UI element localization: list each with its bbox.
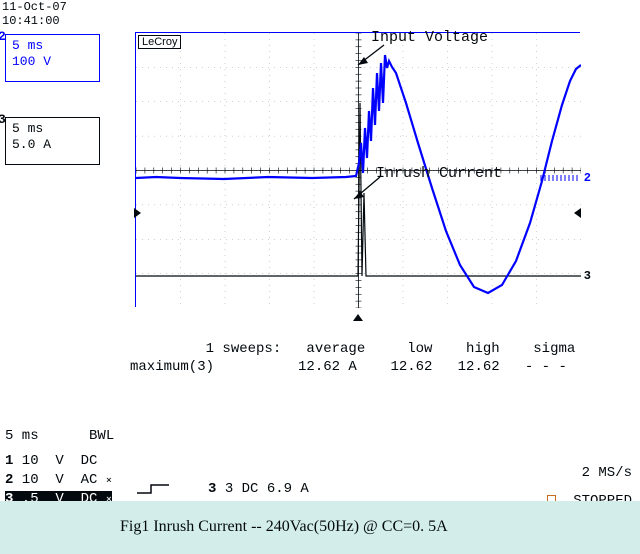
scope-time: 10:41:00	[2, 14, 60, 28]
channel-row-2: 2 10 V AC ⨯	[5, 471, 114, 490]
ch3-gnd-marker: 3	[584, 269, 591, 283]
trigger-readout: 3 3 DC 6.9 A	[208, 481, 309, 497]
trigger-level-right	[574, 208, 581, 218]
channel-row-1: 1 10 V DC	[5, 452, 114, 471]
waveform-plot	[136, 33, 581, 308]
ch2-gnd-marker: 2	[584, 171, 591, 185]
brand-label: LeCroy	[138, 35, 181, 49]
channel-panel-3: 3 5 ms5.0 A	[5, 117, 100, 165]
oscilloscope-display: LeCroy Input Voltage Inrush Current 2 3	[135, 32, 580, 307]
trigger-level-left	[134, 208, 141, 218]
voltage-arrow	[354, 43, 394, 73]
current-annotation: Inrush Current	[376, 165, 502, 182]
trigger-edge-icon	[135, 481, 175, 501]
stats-header: 1 sweeps: average low high sigma	[130, 340, 575, 358]
channel-panel-2: 2 5 ms100 V	[5, 34, 100, 82]
measurement-stats: 1 sweeps: average low high sigma maximum…	[130, 340, 575, 376]
caption-band: Fig1 Inrush Current -- 240Vac(50Hz) @ CC…	[0, 501, 640, 554]
figure-caption: Fig1 Inrush Current -- 240Vac(50Hz) @ CC…	[120, 518, 448, 536]
trigger-pos-marker	[353, 314, 363, 321]
timebase-label: 5 ms BWL	[5, 427, 114, 446]
scope-date: 11-Oct-07	[2, 0, 67, 14]
current-arrow	[346, 175, 386, 205]
sample-rate: 2 MS/s	[582, 465, 632, 481]
stats-row: maximum(3) 12.62 A 12.62 12.62 - - -	[130, 358, 575, 376]
